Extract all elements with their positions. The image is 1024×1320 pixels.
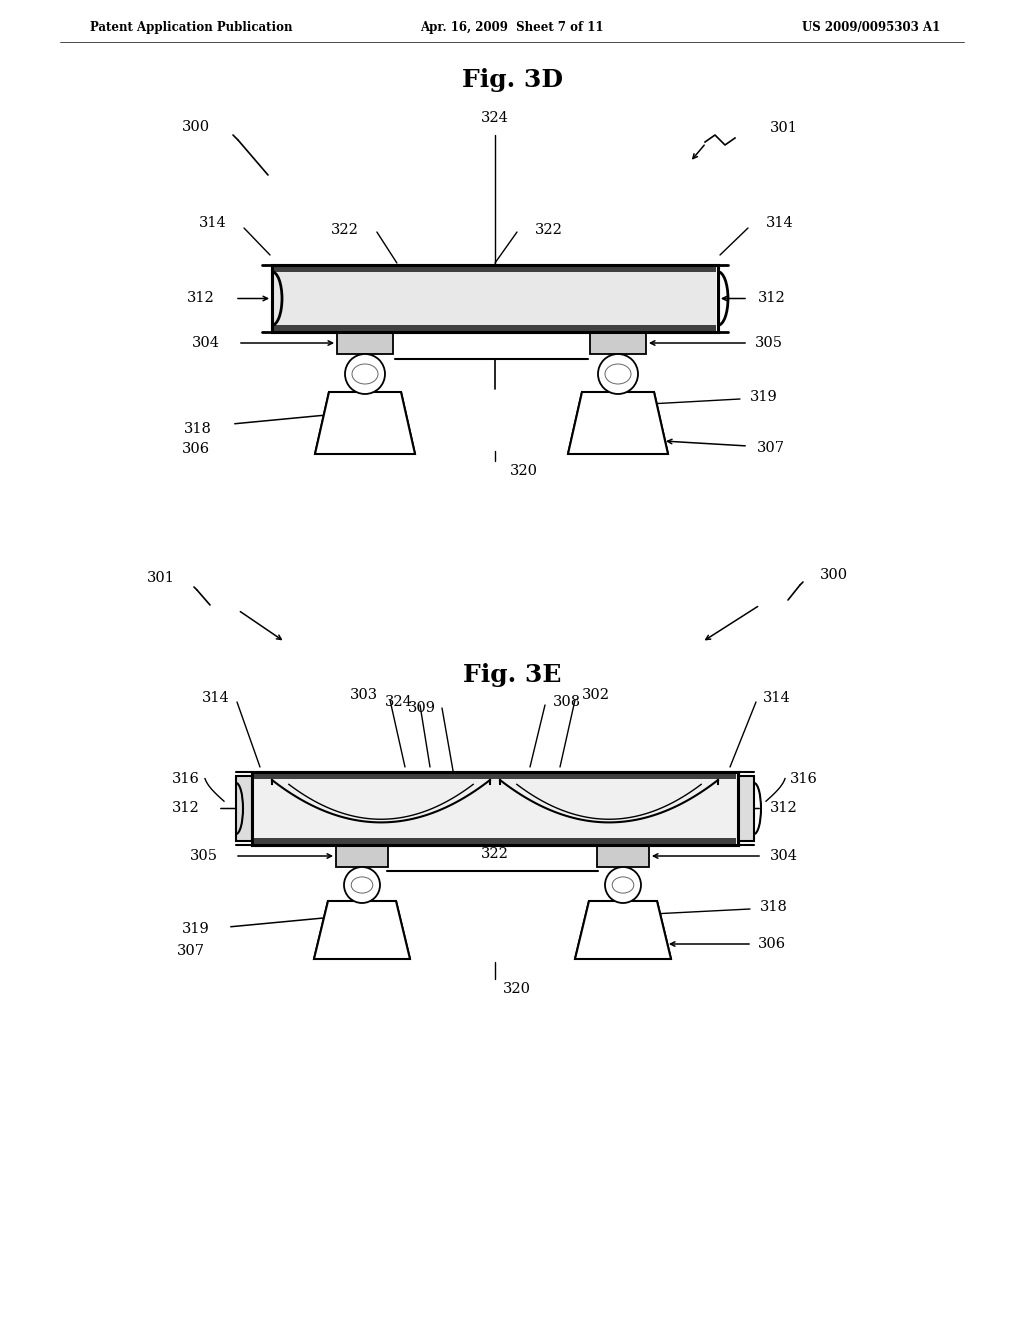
Bar (236, 776, 252, 841)
Bar (254, 779, 736, 838)
Bar (254, 838, 736, 845)
Text: US 2009/0095303 A1: US 2009/0095303 A1 (802, 21, 940, 34)
Polygon shape (568, 392, 668, 454)
Ellipse shape (605, 867, 641, 903)
Bar (336, 845, 388, 867)
Ellipse shape (598, 354, 638, 393)
Bar (337, 333, 393, 354)
Ellipse shape (344, 867, 380, 903)
Text: Apr. 16, 2009  Sheet 7 of 11: Apr. 16, 2009 Sheet 7 of 11 (420, 21, 604, 34)
Text: 320: 320 (503, 982, 531, 997)
Polygon shape (314, 902, 410, 960)
Text: 305: 305 (755, 337, 783, 350)
Text: 316: 316 (172, 772, 200, 785)
Text: 316: 316 (790, 772, 818, 785)
Bar (590, 333, 646, 354)
Text: 300: 300 (820, 568, 848, 582)
Text: 307: 307 (757, 441, 785, 455)
Text: 324: 324 (385, 696, 413, 709)
Bar (274, 265, 716, 272)
Text: 324: 324 (481, 111, 509, 125)
Text: 301: 301 (770, 121, 798, 135)
Polygon shape (315, 392, 415, 454)
Text: 314: 314 (766, 216, 794, 230)
Text: 304: 304 (770, 849, 798, 863)
Text: 314: 314 (200, 216, 227, 230)
Text: 312: 312 (770, 801, 798, 816)
Bar (272, 265, 718, 333)
Text: 305: 305 (190, 849, 218, 863)
Text: Fig. 3D: Fig. 3D (462, 69, 562, 92)
Text: 322: 322 (481, 847, 509, 861)
Bar (274, 272, 716, 325)
Bar (252, 772, 738, 845)
Text: 312: 312 (187, 292, 215, 305)
Text: 322: 322 (535, 223, 563, 238)
Text: 314: 314 (203, 690, 230, 705)
Text: 314: 314 (763, 690, 791, 705)
Text: 308: 308 (553, 696, 582, 709)
Text: 306: 306 (182, 442, 210, 455)
Text: Fig. 3E: Fig. 3E (463, 663, 561, 686)
Text: 319: 319 (750, 389, 778, 404)
Bar (738, 776, 754, 841)
Text: 318: 318 (184, 422, 212, 436)
Ellipse shape (345, 354, 385, 393)
Text: 307: 307 (177, 944, 205, 958)
Bar (597, 845, 649, 867)
Text: 322: 322 (331, 223, 358, 238)
Text: 302: 302 (582, 688, 610, 702)
Bar (254, 772, 736, 779)
Text: Patent Application Publication: Patent Application Publication (90, 21, 293, 34)
Text: 304: 304 (193, 337, 220, 350)
Polygon shape (575, 902, 671, 960)
Bar (274, 325, 716, 333)
Text: 306: 306 (758, 937, 786, 950)
Text: 319: 319 (182, 921, 210, 936)
Text: 309: 309 (408, 701, 436, 715)
Text: 303: 303 (350, 688, 378, 702)
Text: 312: 312 (758, 292, 785, 305)
Bar (252, 772, 738, 845)
Bar (272, 265, 718, 333)
Text: 320: 320 (510, 465, 538, 478)
Text: 300: 300 (182, 120, 210, 135)
Text: 301: 301 (147, 572, 175, 585)
Text: 312: 312 (172, 801, 200, 816)
Text: 318: 318 (760, 900, 787, 913)
